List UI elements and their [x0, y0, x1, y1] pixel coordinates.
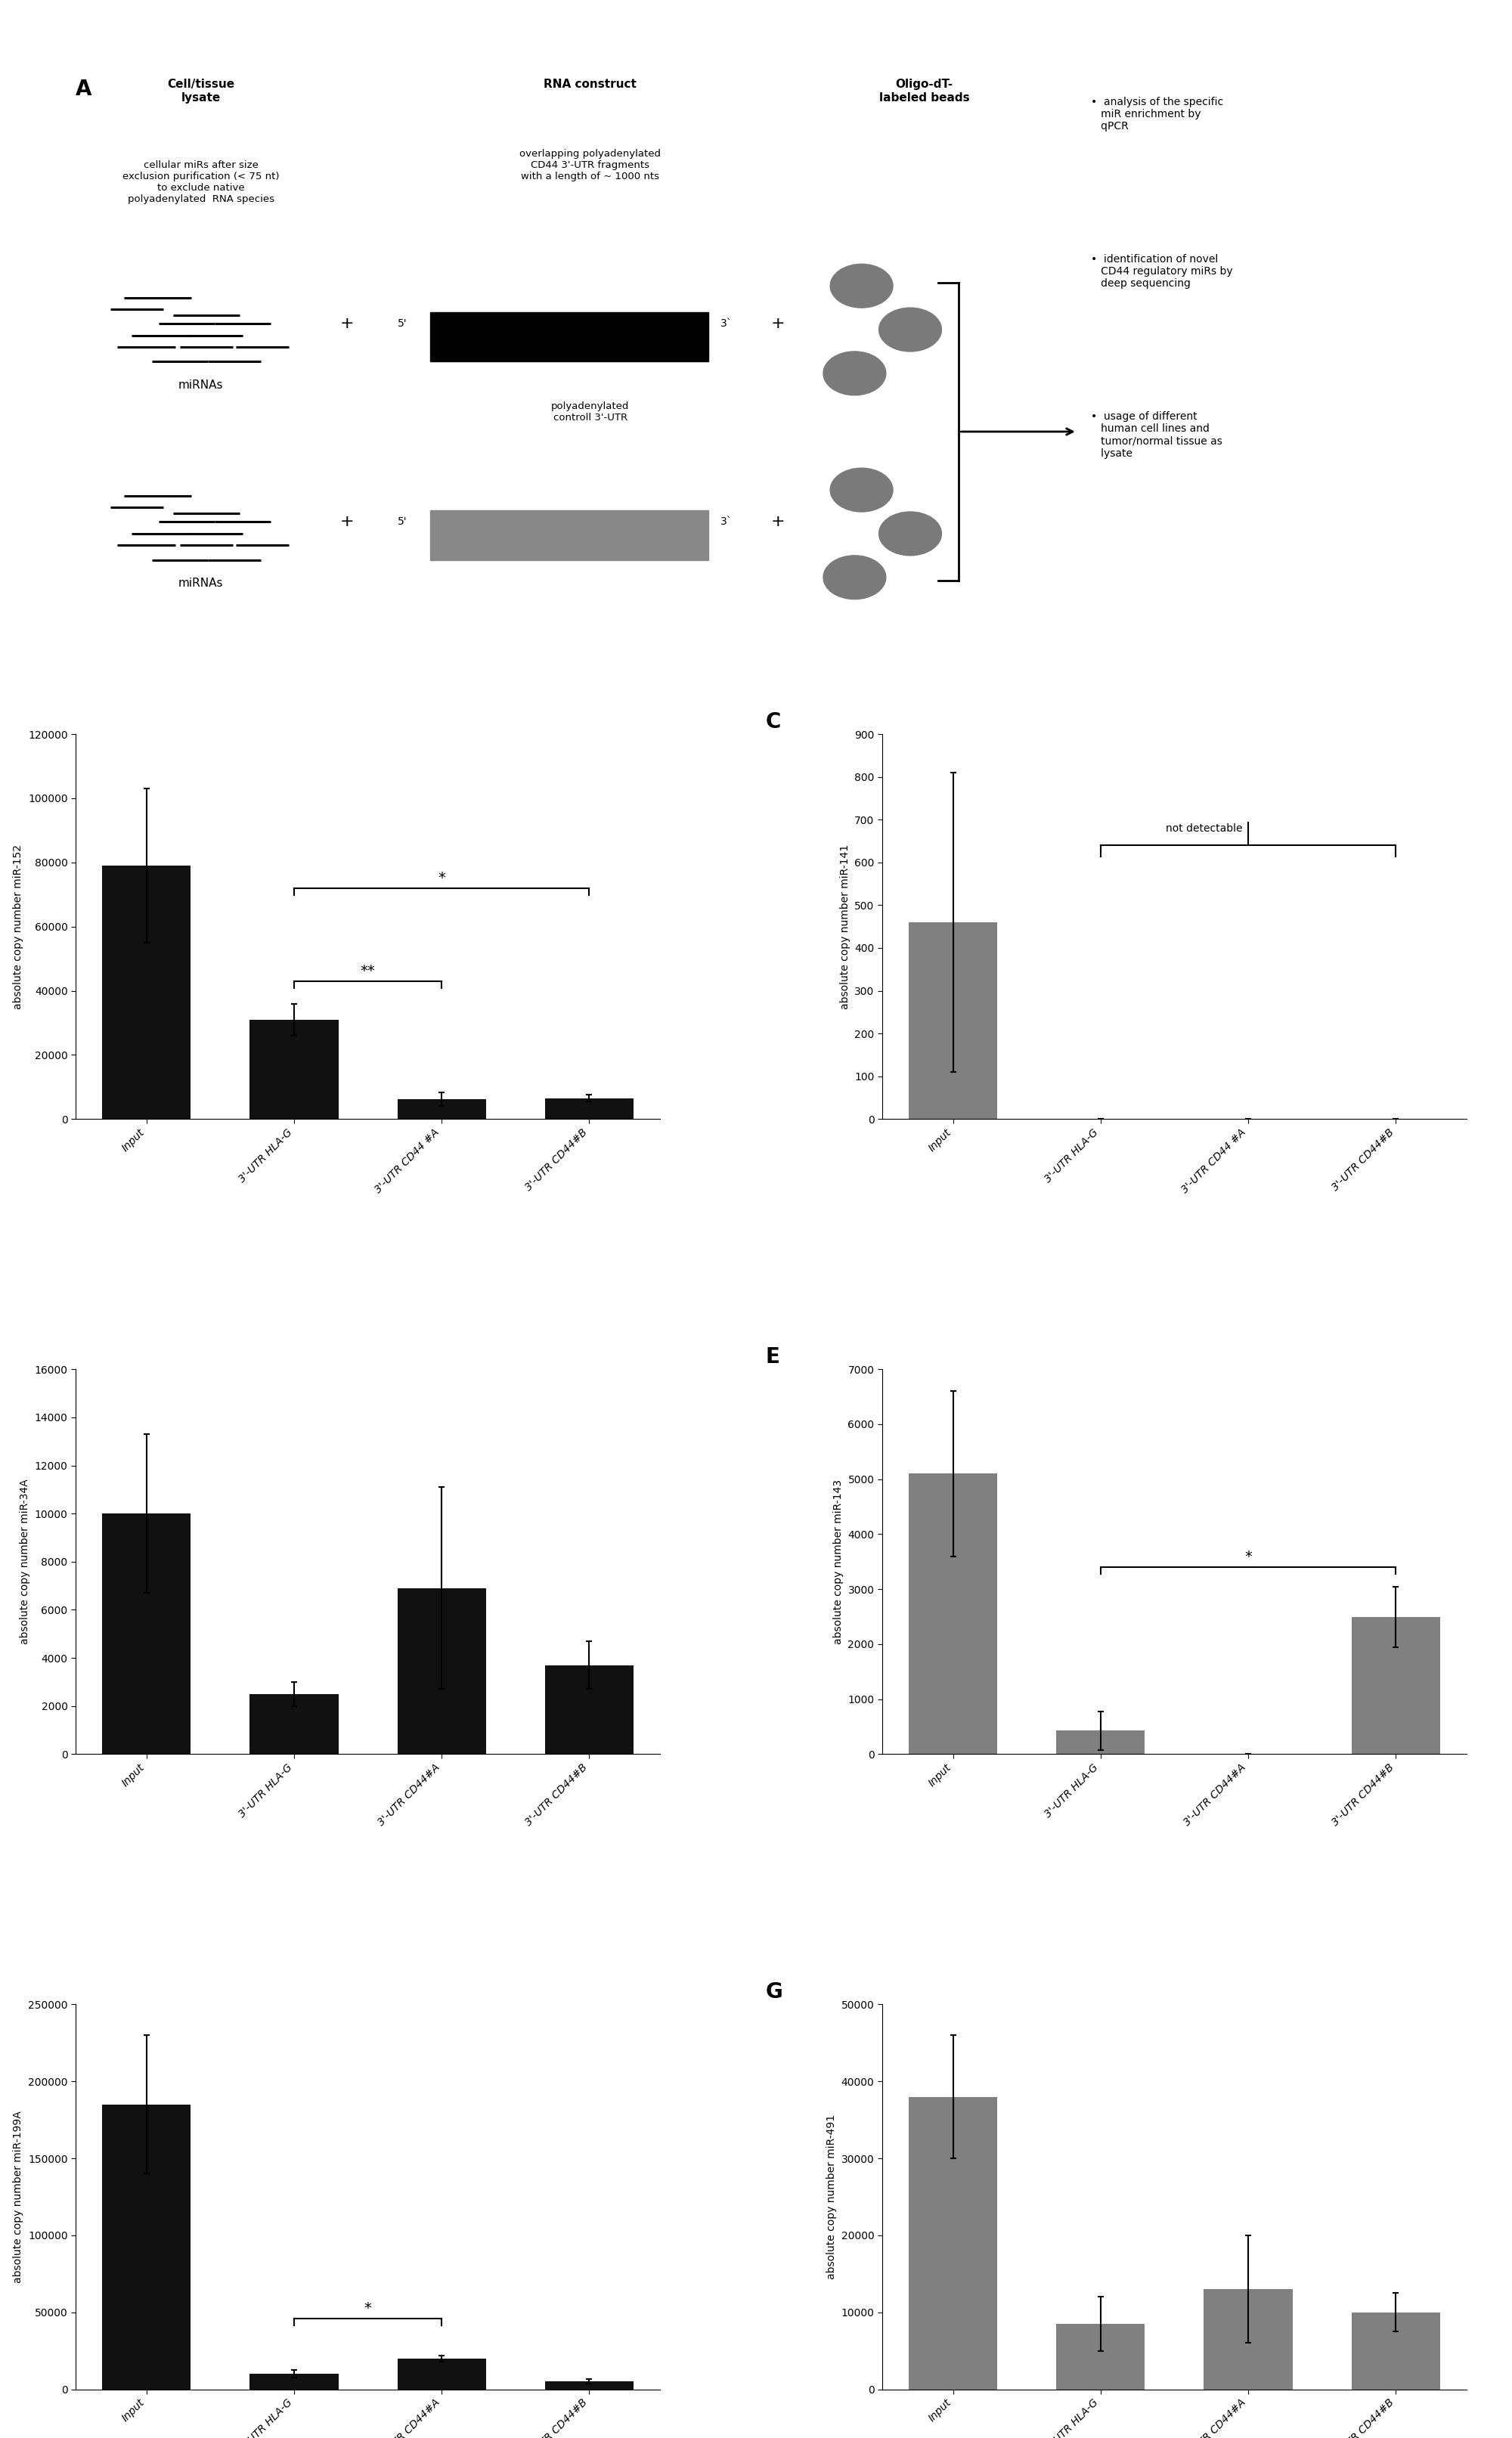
Text: C: C: [765, 712, 780, 731]
Ellipse shape: [830, 263, 892, 307]
Text: *: *: [1244, 1551, 1252, 1565]
Y-axis label: absolute copy number miR-141: absolute copy number miR-141: [839, 844, 850, 1009]
Bar: [909, 2097, 998, 2389]
Bar: [1057, 2323, 1145, 2389]
Ellipse shape: [823, 556, 886, 600]
Text: +: +: [340, 317, 354, 332]
Text: miRNAs: miRNAs: [178, 578, 224, 588]
Bar: [103, 2104, 191, 2389]
Text: *: *: [364, 2301, 372, 2316]
Text: cellular miRs after size
exclusion purification (< 75 nt)
to exclude native
poly: cellular miRs after size exclusion purif…: [122, 161, 280, 205]
Bar: [544, 1097, 634, 1119]
Text: 3`: 3`: [721, 517, 732, 527]
Y-axis label: absolute copy number miR-491: absolute copy number miR-491: [827, 2114, 838, 2280]
Text: 5': 5': [398, 319, 407, 329]
Bar: [1057, 1731, 1145, 1755]
Text: Cell/tissue
lysate: Cell/tissue lysate: [168, 78, 234, 102]
Bar: [544, 1665, 634, 1755]
Bar: [249, 2375, 339, 2389]
Text: G: G: [765, 1982, 783, 2002]
Bar: [398, 1100, 485, 1119]
Text: **: **: [360, 963, 375, 978]
Text: E: E: [765, 1346, 780, 1368]
Y-axis label: absolute copy number miR-199A: absolute copy number miR-199A: [14, 2111, 24, 2282]
Bar: [398, 1587, 485, 1755]
Text: •  usage of different
   human cell lines and
   tumor/normal tissue as
   lysat: • usage of different human cell lines an…: [1092, 412, 1223, 458]
Bar: [103, 865, 191, 1119]
Bar: [909, 1473, 998, 1755]
Text: miRNAs: miRNAs: [178, 380, 224, 390]
Text: •  identification of novel
   CD44 regulatory miRs by
   deep sequencing: • identification of novel CD44 regulator…: [1092, 254, 1232, 290]
Y-axis label: absolute copy number miR-34A: absolute copy number miR-34A: [20, 1480, 30, 1643]
Text: •  analysis of the specific
   miR enrichment by
   qPCR: • analysis of the specific miR enrichmen…: [1092, 98, 1223, 132]
Bar: [1352, 2311, 1439, 2389]
Text: polyadenylated
controll 3'-UTR: polyadenylated controll 3'-UTR: [552, 402, 629, 422]
Text: not detectable: not detectable: [1166, 824, 1243, 834]
Y-axis label: absolute copy number miR-152: absolute copy number miR-152: [14, 844, 24, 1009]
Ellipse shape: [830, 468, 892, 512]
Bar: [398, 2358, 485, 2389]
Bar: [1204, 2289, 1293, 2389]
Text: 3`: 3`: [721, 319, 732, 329]
Bar: [249, 1694, 339, 1755]
Ellipse shape: [878, 512, 942, 556]
Text: +: +: [340, 514, 354, 529]
Bar: [103, 1514, 191, 1755]
Ellipse shape: [878, 307, 942, 351]
Bar: [544, 2382, 634, 2389]
Y-axis label: absolute copy number miR-143: absolute copy number miR-143: [833, 1480, 844, 1643]
Text: 5': 5': [398, 517, 407, 527]
Bar: [431, 312, 709, 361]
Ellipse shape: [823, 351, 886, 395]
Text: Oligo-dT-
labeled beads: Oligo-dT- labeled beads: [878, 78, 969, 102]
Text: *: *: [438, 870, 446, 885]
Text: overlapping polyadenylated
CD44 3'-UTR fragments
with a length of ~ 1000 nts: overlapping polyadenylated CD44 3'-UTR f…: [520, 149, 661, 180]
Text: +: +: [771, 514, 785, 529]
Text: A: A: [76, 78, 92, 100]
Bar: [909, 922, 998, 1119]
Bar: [431, 510, 709, 561]
Bar: [1352, 1616, 1439, 1755]
Text: RNA construct: RNA construct: [544, 78, 637, 90]
Text: +: +: [771, 317, 785, 332]
Bar: [249, 1019, 339, 1119]
